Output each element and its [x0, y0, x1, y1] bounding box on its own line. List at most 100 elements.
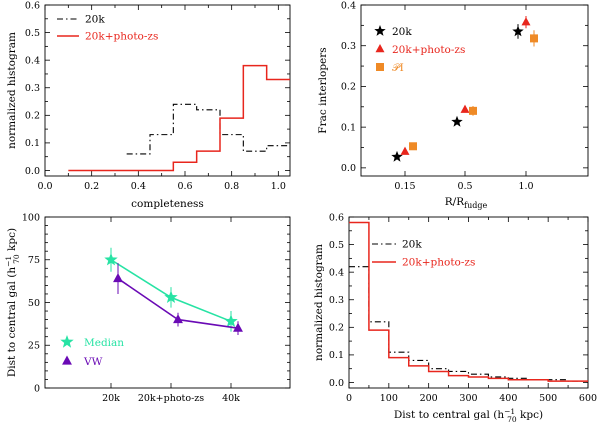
panel4-ylabel: normalized histogram — [313, 244, 325, 361]
panel2-legend-swatch-20k-photo-zs — [375, 44, 385, 53]
panel2-point-square — [409, 142, 417, 151]
panel3-ylabel-part: kpc) — [6, 228, 18, 254]
panel2-point-triangle — [521, 17, 531, 26]
panel2-xlabel-part: R/R — [445, 196, 465, 208]
panel2-xtick-label: 1.0 — [518, 181, 533, 192]
panel4-ytick-label: 0.5 — [329, 240, 344, 251]
panel2-legend-swatch-20k — [374, 25, 386, 36]
panel2-frame — [360, 4, 589, 177]
panel1-ylabel: normalized histogram — [6, 32, 18, 149]
panel4-series-20k-photo-zs — [349, 221, 588, 382]
panel4-xtick-label: 200 — [420, 393, 438, 404]
panel4-ytick-label: 0.3 — [329, 295, 344, 306]
panel1-legend-label-20k-photo-zs: 20k+photo-zs — [85, 31, 158, 43]
panel2-ytick-label: 0.1 — [341, 122, 356, 133]
panel1-xtick-label: 0.4 — [131, 181, 146, 192]
panel2-xtick-label: 0.15 — [394, 181, 415, 192]
panel2-point-star — [391, 150, 403, 162]
panel1-xtick-label: 1.0 — [271, 181, 286, 192]
panel3-point-median — [164, 290, 178, 303]
panel2-ylabel: Frac interlopers — [317, 47, 329, 133]
panel4-xtick-label: 0 — [346, 393, 352, 404]
panel2-point-triangle — [460, 104, 470, 113]
panel1-ytick-label: 0.2 — [25, 111, 40, 122]
panel1-ytick-label: 0.4 — [25, 55, 40, 66]
panel1-series-20k-photo-zs — [68, 64, 290, 172]
panel1-ylabel-part: normalized histogram — [6, 32, 18, 149]
panel4-xlabel: Dist to central gal (h−1 70 kpc) — [394, 407, 543, 424]
panel2-ytick-label: 0.3 — [341, 41, 356, 52]
panel3-ylabel: Dist to central gal (h−170 kpc) — [4, 228, 21, 377]
panel3-legend-label-vw: VW — [83, 356, 103, 368]
panel2-xlabel: R/Rfudge — [445, 196, 488, 210]
panel3-xtick-label: 40k — [222, 393, 240, 404]
panel1-series-20k — [126, 103, 290, 155]
panel3-legend-swatch-vw — [62, 355, 72, 365]
panel1-xtick-label: 0.0 — [37, 181, 52, 192]
panel3-point-vw — [233, 322, 243, 332]
panel1-xtick-label: 0.8 — [224, 181, 239, 192]
panel2-point-star — [451, 115, 463, 127]
panel1-frame — [44, 4, 291, 177]
panel3-legend-label-median: Median — [84, 337, 124, 349]
panel2-xtick-label: 0.5 — [457, 181, 472, 192]
panel2-point-star — [512, 25, 524, 37]
panel3-ylabel-part: 70 — [12, 254, 21, 264]
panel3-xtick-label: 20k — [102, 393, 120, 404]
panel4-ytick-label: 0.1 — [329, 350, 344, 361]
panel2-legend-label-20k-photo-zs: 20k+photo-zs — [392, 44, 465, 56]
panel1-ytick-label: 0.5 — [25, 28, 40, 39]
panel4-xtick-label: 400 — [499, 393, 517, 404]
panel3-ytick-label: 100 — [22, 212, 40, 223]
panel2-ytick-label: 0.0 — [341, 163, 356, 174]
panel2-point-triangle — [400, 146, 410, 155]
panel2-point-square — [469, 106, 477, 115]
panel2-xlabel-part: fudge — [464, 201, 487, 210]
panel3-point-vw — [173, 314, 183, 324]
panel2-legend-label-pi: 𝒫I — [392, 62, 404, 74]
panel2-ytick-label: 0.4 — [341, 0, 356, 11]
panel1-xtick-label: 0.2 — [84, 181, 99, 192]
panel3-point-median — [224, 314, 238, 327]
panel4-xlabel-part: 70 — [507, 415, 517, 424]
panel4-xlabel-part: kpc) — [517, 409, 543, 421]
panel4-ytick-label: 0.4 — [329, 267, 344, 278]
panel2-legend-swatch-pi — [376, 63, 384, 71]
panel2-ylabel-part: Frac interlopers — [317, 47, 329, 133]
panel1-xtick-label: 0.6 — [177, 181, 192, 192]
panel3-legend-swatch-median — [60, 335, 74, 348]
panel4-xlabel-part: Dist to central gal (h — [394, 409, 504, 421]
panel3-ylabel-part: −1 — [4, 256, 13, 267]
panel1-ytick-label: 0.0 — [25, 166, 40, 177]
panel2-legend-label-20k: 20k — [392, 26, 412, 38]
panel3-ytick-label: 0 — [34, 383, 40, 394]
panel4-xtick-label: 300 — [459, 393, 477, 404]
panel1-ytick-label: 0.1 — [25, 138, 40, 149]
panel1-xlabel: completeness — [131, 198, 204, 210]
panel1-ytick-label: 0.6 — [25, 0, 40, 11]
panel1-legend-label-20k: 20k — [85, 14, 105, 26]
panel4-xlabel-part: −1 — [504, 407, 515, 416]
panel4-legend-label-20k-photo-zs: 20k+photo-zs — [402, 257, 475, 269]
panel2-ytick-label: 0.2 — [341, 82, 356, 93]
panel4-ylabel-part: normalized histogram — [313, 244, 325, 361]
panel3-ylabel-part: Dist to central gal (h — [6, 267, 18, 377]
panel1-ytick-label: 0.3 — [25, 83, 40, 94]
panel4-legend-label-20k: 20k — [402, 239, 422, 251]
panel4-ytick-label: 0.2 — [329, 323, 344, 334]
panel2-point-square — [530, 34, 538, 43]
panel1-xlabel-part: completeness — [131, 198, 204, 210]
panel4-ytick-label: 0.0 — [329, 378, 344, 389]
panel3-ytick-label: 50 — [28, 298, 40, 309]
panel3-point-vw — [113, 273, 123, 283]
panel3-ytick-label: 75 — [28, 255, 40, 266]
panel4-ytick-label: 0.6 — [329, 212, 344, 223]
panel3-point-median — [104, 252, 118, 266]
panel4-xtick-label: 100 — [380, 393, 398, 404]
panel4-xtick-label: 600 — [579, 393, 597, 404]
panel3-xtick-label: 20k+photo-zs — [138, 393, 204, 404]
panel4-xtick-label: 500 — [539, 393, 557, 404]
panel3-ytick-label: 25 — [28, 341, 40, 352]
